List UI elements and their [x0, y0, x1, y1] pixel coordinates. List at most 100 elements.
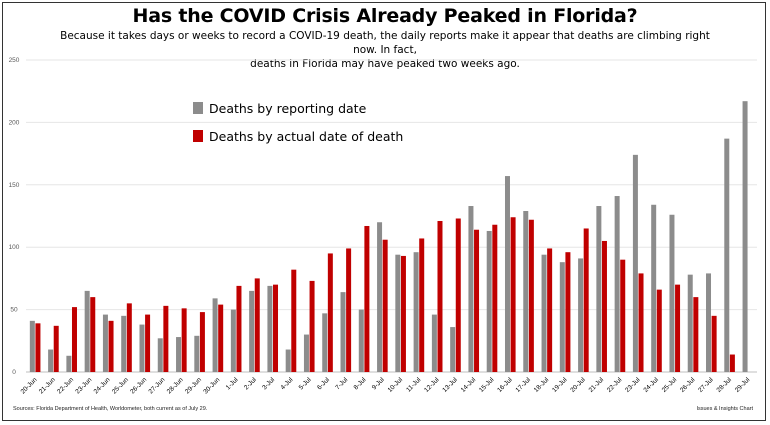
x-tick-label: 23-Jun — [74, 376, 93, 395]
bar-actual — [583, 228, 589, 372]
bar-reporting — [669, 214, 675, 372]
x-tick-label: 7-Jul — [334, 376, 349, 391]
x-tick-label: 29-Jun — [184, 376, 203, 395]
bar-actual — [126, 303, 132, 372]
bar-actual — [620, 259, 626, 372]
x-tick-label: 21-Jun — [38, 376, 57, 395]
bar-actual — [492, 224, 498, 372]
subtitle-line-1: Because it takes days or weeks to record… — [60, 30, 710, 56]
bar-reporting — [230, 309, 236, 372]
bar-actual — [675, 284, 681, 372]
x-tick-label: 20-Jul — [569, 376, 587, 394]
x-tick-label: 19-Jul — [551, 376, 569, 394]
bar-reporting — [523, 211, 529, 372]
bar-reporting — [578, 258, 584, 372]
bar-reporting — [504, 176, 510, 372]
bar-actual — [711, 315, 717, 372]
x-tick-label: 26-Jul — [679, 376, 697, 394]
x-tick-label: 20-Jun — [20, 376, 39, 395]
bar-actual — [474, 229, 480, 372]
x-tick-label: 4-Jul — [279, 376, 294, 391]
x-tick-label: 23-Jul — [624, 376, 642, 394]
x-tick-label: 16-Jul — [496, 376, 514, 394]
x-tick-label: 29-Jul — [734, 376, 752, 394]
bar-reporting — [559, 262, 565, 372]
bar-actual — [53, 325, 59, 372]
bar-actual — [291, 269, 297, 372]
bar-actual — [510, 217, 516, 372]
x-tick-label: 5-Jul — [298, 376, 313, 391]
source-note: Sources: Florida Department of Health, W… — [13, 406, 208, 412]
bar-actual — [400, 255, 406, 372]
bar-actual — [236, 285, 242, 372]
bar-reporting — [596, 206, 602, 372]
bar-actual — [528, 219, 534, 372]
x-tick-label: 10-Jul — [387, 376, 405, 394]
bar-actual — [455, 218, 461, 372]
bar-actual — [90, 297, 96, 372]
x-tick-label: 27-Jul — [697, 376, 715, 394]
credit-note: Issues & Insights Chart — [696, 406, 753, 412]
bar-reporting — [48, 349, 54, 372]
y-tick-label: 50 — [10, 307, 18, 314]
x-tick-label: 24-Jun — [93, 376, 112, 395]
bar-reporting — [157, 338, 163, 372]
bar-actual — [729, 354, 735, 372]
bar-reporting — [102, 314, 108, 372]
x-tick-label: 6-Jul — [316, 376, 331, 391]
bar-actual — [382, 239, 388, 372]
bar-actual — [638, 273, 644, 372]
bar-reporting — [303, 334, 309, 372]
bar-reporting — [468, 206, 474, 372]
bar-reporting — [724, 138, 730, 372]
bar-actual — [601, 240, 607, 372]
bar-reporting — [486, 230, 492, 372]
bar-reporting — [632, 154, 638, 372]
x-tick-label: 12-Jul — [423, 376, 441, 394]
x-tick-label: 18-Jul — [533, 376, 551, 394]
bar-actual — [199, 312, 205, 372]
bar-reporting — [176, 337, 182, 372]
bar-actual — [181, 308, 187, 372]
bar-actual — [35, 323, 41, 372]
bar-reporting — [706, 273, 712, 372]
bar-reporting — [29, 320, 35, 372]
x-tick-label: 25-Jul — [661, 376, 679, 394]
chart-title: Has the COVID Crisis Already Peaked in F… — [132, 5, 638, 27]
bar-actual — [108, 320, 114, 372]
x-tick-label: 11-Jul — [405, 376, 423, 394]
x-tick-label: 27-Jun — [147, 376, 166, 395]
bar-reporting — [742, 101, 748, 373]
bar-reporting — [541, 254, 547, 372]
x-tick-label: 28-Jul — [716, 376, 734, 394]
bar-actual — [145, 314, 151, 372]
bar-actual — [218, 304, 224, 372]
bar-actual — [547, 248, 553, 372]
legend-item-reporting: Deaths by reporting date — [193, 101, 366, 116]
bar-reporting — [285, 349, 291, 372]
x-tick-label: 1-Jul — [225, 376, 240, 391]
y-tick-label: 100 — [9, 244, 20, 251]
x-tick-label: 9-Jul — [371, 376, 386, 391]
bar-actual — [71, 307, 77, 372]
bar-reporting — [340, 292, 346, 372]
legend-item-actual: Deaths by actual date of death — [193, 129, 403, 144]
y-tick-label: 200 — [9, 119, 20, 126]
bar-reporting — [687, 274, 693, 372]
x-tick-label: 22-Jul — [606, 376, 624, 394]
x-tick-label: 8-Jul — [353, 376, 368, 391]
bar-actual — [327, 253, 333, 372]
bar-actual — [346, 248, 352, 372]
bar-actual — [254, 278, 260, 372]
bar-reporting — [66, 355, 72, 372]
legend-swatch-reporting — [193, 102, 203, 114]
bar-reporting — [84, 290, 90, 372]
bar-reporting — [614, 196, 620, 372]
bar-reporting — [651, 204, 657, 372]
x-tick-label: 26-Jun — [129, 376, 148, 395]
bar-reporting — [249, 290, 255, 372]
bar-reporting — [194, 335, 200, 372]
x-tick-label: 13-Jul — [441, 376, 459, 394]
x-tick-label: 28-Jun — [166, 376, 185, 395]
